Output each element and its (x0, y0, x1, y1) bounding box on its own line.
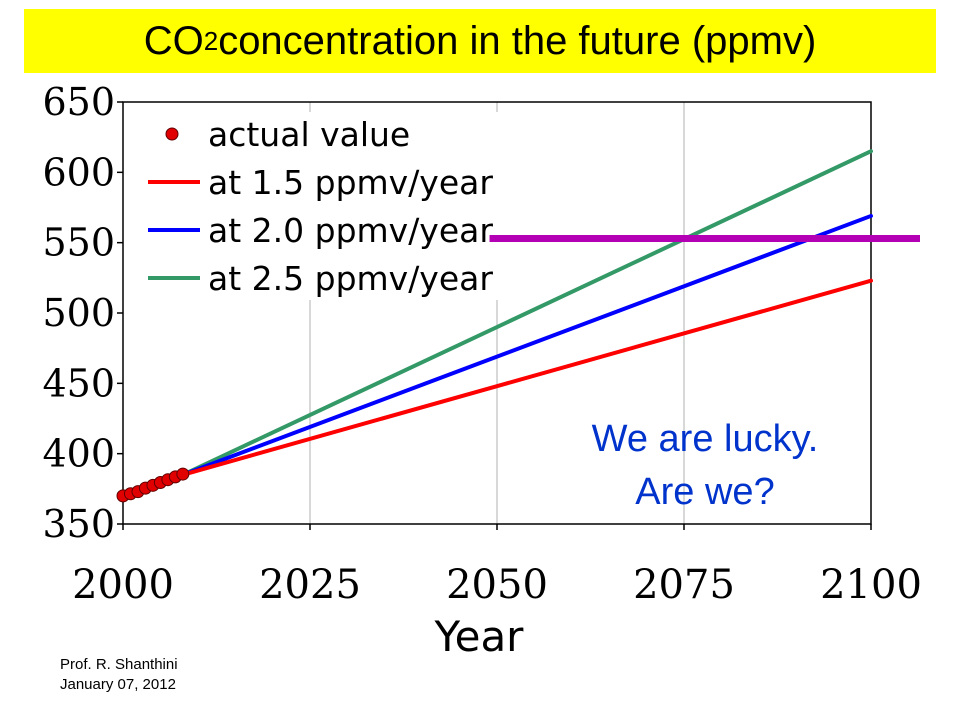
x-tick-label: 2100 (820, 562, 922, 608)
footer-credit: Prof. R. Shanthini January 07, 2012 (60, 655, 178, 695)
y-tick-label: 400 (42, 432, 115, 476)
x-tick-label: 2075 (633, 562, 735, 608)
legend-label: at 2.0 ppmv/year (208, 211, 493, 250)
series-line (180, 149, 873, 477)
annotation-line-1: We are lucky. (592, 418, 819, 460)
annotation-line-2: Are we? (635, 471, 774, 513)
title-prefix: CO (143, 18, 204, 63)
y-tick-label: 600 (42, 150, 115, 194)
x-axis-label: Year (434, 612, 525, 661)
y-tick-label: 500 (42, 291, 115, 335)
data-point (176, 467, 190, 481)
legend-box (134, 112, 510, 300)
slide-title: CO 2 concentration in the future (ppmv) (24, 9, 936, 73)
footer-date: January 07, 2012 (60, 676, 176, 693)
series-line (180, 213, 873, 477)
y-tick-label: 550 (42, 221, 115, 265)
legend-label: at 1.5 ppmv/year (208, 163, 493, 202)
y-tick-label: 650 (42, 80, 115, 124)
x-tick-label: 2025 (259, 562, 361, 608)
x-tick-label: 2000 (72, 562, 174, 608)
y-tick-label: 450 (42, 361, 115, 405)
legend-label: at 2.5 ppmv/year (208, 259, 493, 298)
series-line (180, 278, 873, 477)
title-suffix: concentration in the future (ppmv) (218, 18, 817, 63)
title-subscript: 2 (203, 25, 219, 56)
y-tick-label: 350 (42, 502, 115, 546)
x-tick-label: 2050 (446, 562, 548, 608)
legend-marker (165, 127, 179, 141)
legend-label: actual value (208, 115, 410, 154)
footer-author: Prof. R. Shanthini (60, 656, 178, 673)
